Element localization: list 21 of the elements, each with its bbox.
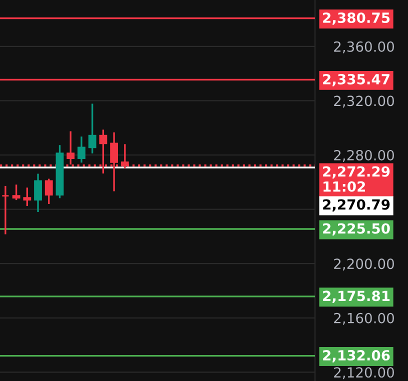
candlestick [78,136,86,164]
ref-line-label: 2,225.50 [323,223,390,236]
candlestick [66,130,75,166]
y-tick-label: 2,120.00 [334,367,394,380]
y-tick-label: 2,360.00 [334,41,394,54]
ref-line-label: 2,272.29 11:02 [323,166,390,192]
ref-line-label: 2,175.81 [323,290,390,303]
ref-line-label: 2,335.47 [323,74,390,86]
y-tick-label: 2,200.00 [334,258,394,270]
ref-line-label: 2,380.75 [323,12,390,25]
candlestick [34,172,42,213]
candlestick [23,186,32,207]
candlestick [12,184,20,201]
y-tick-label: 2,320.00 [334,96,394,108]
y-tick-label: 2,160.00 [334,312,394,325]
candlestick [1,185,10,236]
ref-line-label: 2,270.79 [323,199,390,212]
candlestick [44,178,53,205]
y-tick-label: 2,280.00 [334,150,394,162]
ref-line-label: 2,132.06 [323,350,390,362]
candlestick [88,102,96,154]
